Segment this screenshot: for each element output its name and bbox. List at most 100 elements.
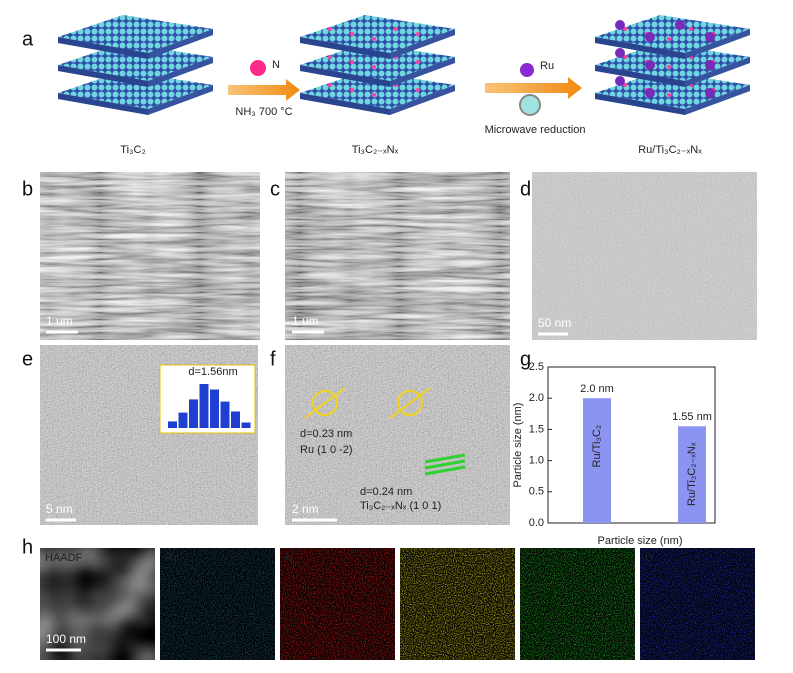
panel-label: g [520, 348, 531, 370]
layer [595, 71, 750, 109]
n-atom [372, 65, 376, 69]
map-label: N [285, 552, 293, 564]
layer-side [685, 57, 750, 87]
layer-side [58, 93, 148, 115]
spacing: d=0.24 nm [360, 486, 412, 498]
layer-side [300, 65, 390, 87]
n-atom [350, 32, 354, 36]
n-atom [328, 27, 332, 31]
category-label: Ru/Ti₃C₂ [591, 425, 603, 468]
fringe-arrow [304, 387, 346, 419]
bar [678, 426, 706, 523]
y-tick-label: 0.5 [529, 486, 544, 498]
layer-side [58, 37, 148, 59]
n-atom [394, 27, 398, 31]
layer [300, 15, 455, 53]
ru-particle [705, 88, 715, 98]
ru-particle [615, 76, 625, 86]
tem-bg [532, 172, 757, 340]
panel-label: b [22, 178, 33, 200]
n-atom [350, 60, 354, 64]
map-label: HAADF [45, 552, 83, 564]
inset-bar [199, 384, 209, 428]
panel-label: f [270, 348, 276, 370]
sem-image-texture [285, 172, 510, 340]
scale-bar-label: 5 nm [46, 502, 73, 516]
layer-side [300, 93, 390, 115]
y-tick-label: 1.0 [529, 455, 544, 467]
ru-particle [615, 20, 625, 30]
value-label: 2.0 nm [580, 383, 614, 395]
annotation: d=1.56nm [188, 366, 237, 378]
fringe-arrow [389, 387, 431, 419]
layer [595, 15, 750, 53]
ru-particle [705, 32, 715, 42]
n-atom [416, 60, 420, 64]
n-atom [416, 32, 420, 36]
plane: Ti₃C₂₋ₓNₓ (1 0 1) [360, 500, 441, 512]
y-tick-label: 2.0 [529, 392, 544, 404]
ru-particle [615, 48, 625, 58]
map-signal [520, 548, 635, 660]
hrtem-image-texture [285, 345, 510, 525]
layer-side [148, 85, 213, 115]
arrow [485, 77, 582, 99]
ru-ball [520, 63, 534, 77]
panel-label: c [270, 178, 280, 200]
plot-frame [547, 366, 716, 524]
layer [58, 43, 213, 81]
y-tick-label: 0.0 [529, 517, 544, 529]
n-atom [667, 93, 671, 97]
layer-side [595, 65, 685, 87]
layer-side [390, 57, 455, 87]
panel-label: d [520, 178, 531, 200]
layer [300, 71, 455, 109]
bar [583, 398, 611, 523]
reagent: Ru [540, 60, 554, 72]
fringe-line [424, 459, 466, 470]
ru-particle [645, 88, 655, 98]
n-atom [372, 37, 376, 41]
plane: Ru (1 0 -2) [300, 444, 353, 456]
y-axis-title: Particle size (nm) [512, 403, 524, 488]
y-tick-label: 1.5 [529, 423, 544, 435]
layer-side [58, 65, 148, 87]
material-label: Ru/Ti₃C₂₋ₓNₓ [638, 144, 702, 156]
inset-bar [189, 399, 198, 428]
y-tick-label: 2.5 [529, 361, 544, 373]
inset-bar [168, 421, 177, 428]
scale-bar-label: 2 nm [292, 502, 319, 516]
ru-particle [705, 60, 715, 70]
layer-side [685, 29, 750, 59]
inset-bar [210, 389, 219, 428]
panel-label: a [22, 28, 34, 50]
layer-side [595, 37, 685, 59]
fringe-marker [397, 390, 423, 416]
n-atom [667, 65, 671, 69]
map-label: O [645, 552, 654, 564]
reagent: N [272, 59, 280, 71]
n-atom [416, 88, 420, 92]
map-signal [280, 548, 395, 660]
inset-bar [178, 412, 188, 428]
arrow [228, 79, 300, 101]
condition: Microwave reduction [485, 124, 586, 136]
value-label: 1.55 nm [672, 411, 712, 423]
inset-bar [241, 422, 251, 428]
layer-side [300, 37, 390, 59]
ru-particle [675, 20, 685, 30]
fringe-marker [312, 390, 338, 416]
layer-side [595, 93, 685, 115]
map-label: Ru [165, 552, 179, 564]
n-atom [328, 83, 332, 87]
layer [300, 43, 455, 81]
microwave-icon [519, 94, 541, 116]
scale-bar-label: 1 um [292, 314, 319, 328]
layer [58, 15, 213, 53]
material-label: Ti₃C₂ [120, 144, 145, 156]
n-atom [328, 55, 332, 59]
ru-particle [645, 32, 655, 42]
inset-bar [220, 401, 230, 428]
ru-particle [645, 60, 655, 70]
